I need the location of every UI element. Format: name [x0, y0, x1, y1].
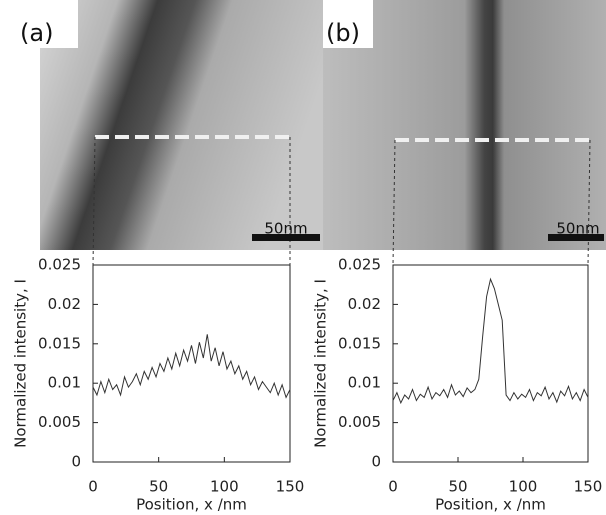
- scale-bar-label: 50nm: [264, 220, 307, 238]
- y-tick-label: 0.025: [338, 256, 381, 274]
- x-tick-label: 50: [149, 478, 168, 496]
- x-tick-label: 0: [388, 478, 398, 496]
- y-tick-label: 0: [71, 453, 81, 471]
- x-tick-label: 150: [276, 478, 305, 496]
- y-tick-label: 0.025: [38, 256, 81, 274]
- x-tick-label: 0: [88, 478, 98, 496]
- label-box: [0, 0, 78, 48]
- y-tick-label: 0.005: [338, 413, 381, 431]
- scale-bar-label: 50nm: [556, 220, 599, 238]
- y-axis-label: Normalized intensity, I: [312, 279, 330, 448]
- guide-line: [587, 139, 591, 266]
- y-tick-label: 0.015: [338, 334, 381, 352]
- panel-label: (a): [20, 19, 53, 47]
- data-line: [392, 277, 589, 405]
- guide-line: [392, 139, 396, 266]
- y-tick-label: 0.015: [38, 334, 81, 352]
- x-axis-label: Position, x /nm: [136, 496, 247, 514]
- x-axis-label: Position, x /nm: [435, 496, 546, 514]
- panel-label: (b): [326, 19, 360, 47]
- x-tick-label: 150: [574, 478, 603, 496]
- y-tick-label: 0: [371, 453, 381, 471]
- x-tick-label: 50: [448, 478, 467, 496]
- x-tick-label: 100: [509, 478, 538, 496]
- label-box: [323, 0, 373, 48]
- y-tick-label: 0.01: [348, 374, 381, 392]
- data-line: [92, 334, 291, 399]
- tem-image: [40, 0, 325, 250]
- y-tick-label: 0.02: [48, 295, 81, 313]
- y-axis-label: Normalized intensity, I: [12, 279, 30, 448]
- scale-bar: [252, 234, 320, 241]
- y-tick-label: 0.02: [348, 295, 381, 313]
- plot-frame: [392, 264, 589, 463]
- plot-frame: [92, 264, 291, 463]
- y-tick-label: 0.005: [38, 413, 81, 431]
- scale-bar: [548, 234, 604, 241]
- y-tick-label: 0.01: [48, 374, 81, 392]
- x-tick-label: 100: [210, 478, 239, 496]
